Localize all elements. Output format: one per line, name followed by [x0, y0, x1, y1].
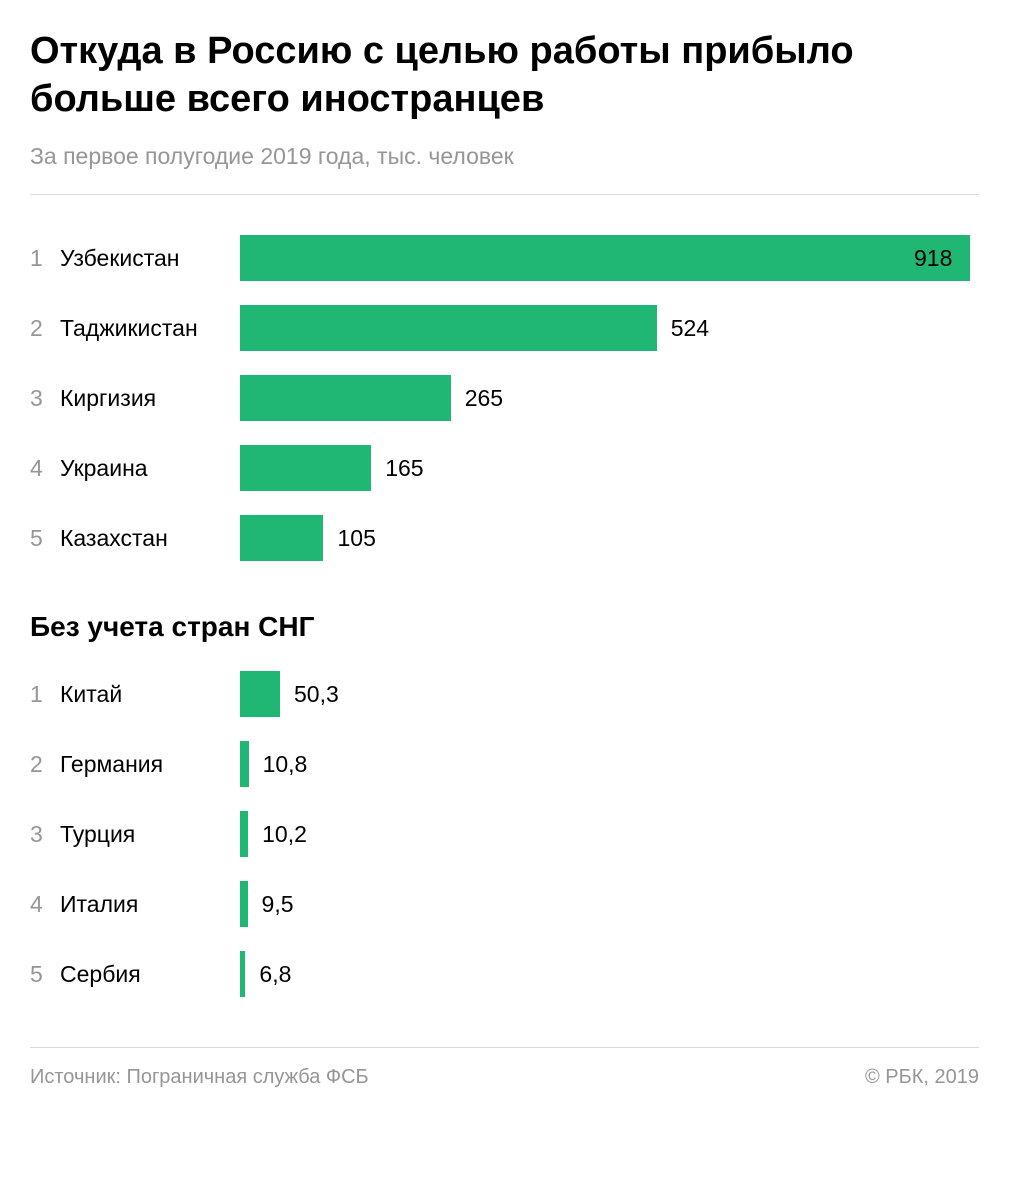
row-label: Китай [60, 681, 240, 708]
row-label: Киргизия [60, 385, 240, 412]
section2-title: Без учета стран СНГ [30, 611, 979, 643]
row-rank: 5 [30, 961, 60, 988]
row-label: Италия [60, 891, 240, 918]
bar-area: 9,5 [240, 881, 979, 927]
bar-row: 2Германия 10,8 [30, 741, 979, 787]
bar-row: 3Киргизия 265 [30, 375, 979, 421]
bar [240, 445, 371, 491]
row-label: Украина [60, 455, 240, 482]
bar-area: 265 [240, 375, 979, 421]
chart-section-secondary: 1Китай 50,3 2Германия 10,8 3Турция 10,2 4Итали… [30, 671, 979, 997]
footer-divider [30, 1047, 979, 1048]
bar-area: 6,8 [240, 951, 979, 997]
row-label: Казахстан [60, 525, 240, 552]
bar-area: 10,2 [240, 811, 979, 857]
row-label: Узбекистан [60, 245, 240, 272]
bar-area: 165 [240, 445, 979, 491]
bar-row: 5Казахстан 105 [30, 515, 979, 561]
row-value: 50,3 [294, 681, 339, 708]
row-value: 105 [337, 525, 375, 552]
row-value: 265 [465, 385, 503, 412]
bar [240, 375, 451, 421]
bar [240, 305, 657, 351]
row-rank: 1 [30, 681, 60, 708]
row-rank: 2 [30, 751, 60, 778]
bar-area: 10,8 [240, 741, 979, 787]
bar [240, 235, 970, 281]
bar-row: 4Украина 165 [30, 445, 979, 491]
row-rank: 3 [30, 821, 60, 848]
row-label: Сербия [60, 961, 240, 988]
bar-area: 524 [240, 305, 979, 351]
bar-row: 5Сербия 6,8 [30, 951, 979, 997]
row-rank: 4 [30, 891, 60, 918]
row-rank: 3 [30, 385, 60, 412]
bar-area: 918 [240, 235, 979, 281]
bar [240, 741, 249, 787]
bar-row: 4Италия 9,5 [30, 881, 979, 927]
bar [240, 515, 323, 561]
row-rank: 2 [30, 315, 60, 342]
row-value: 918 [914, 245, 952, 272]
bar [240, 881, 248, 927]
row-label: Германия [60, 751, 240, 778]
row-value: 165 [385, 455, 423, 482]
row-value: 9,5 [262, 891, 294, 918]
chart-footer: Источник: Пограничная служба ФСБ © РБК, … [30, 1066, 979, 1089]
bar [240, 951, 245, 997]
row-value: 6,8 [259, 961, 291, 988]
chart-subtitle: За первое полугодие 2019 года, тыс. чело… [30, 143, 979, 170]
bar-row: 1Узбекистан 918 [30, 235, 979, 281]
row-rank: 1 [30, 245, 60, 272]
bar [240, 811, 248, 857]
chart-title: Откуда в Россию с целью работы прибыло б… [30, 28, 979, 123]
footer-copyright: © РБК, 2019 [865, 1066, 979, 1089]
chart-section-main: 1Узбекистан 918 2Таджикистан 524 3Киргизия 26… [30, 235, 979, 561]
bar-area: 50,3 [240, 671, 979, 717]
footer-source: Источник: Пограничная служба ФСБ [30, 1066, 369, 1089]
row-rank: 4 [30, 455, 60, 482]
bar-row: 2Таджикистан 524 [30, 305, 979, 351]
row-value: 10,2 [262, 821, 307, 848]
row-label: Турция [60, 821, 240, 848]
row-value: 10,8 [263, 751, 308, 778]
row-rank: 5 [30, 525, 60, 552]
bar [240, 671, 280, 717]
bar-area: 105 [240, 515, 979, 561]
row-value: 524 [671, 315, 709, 342]
row-label: Таджикистан [60, 315, 240, 342]
bar-row: 3Турция 10,2 [30, 811, 979, 857]
bar-row: 1Китай 50,3 [30, 671, 979, 717]
top-divider [30, 194, 979, 195]
